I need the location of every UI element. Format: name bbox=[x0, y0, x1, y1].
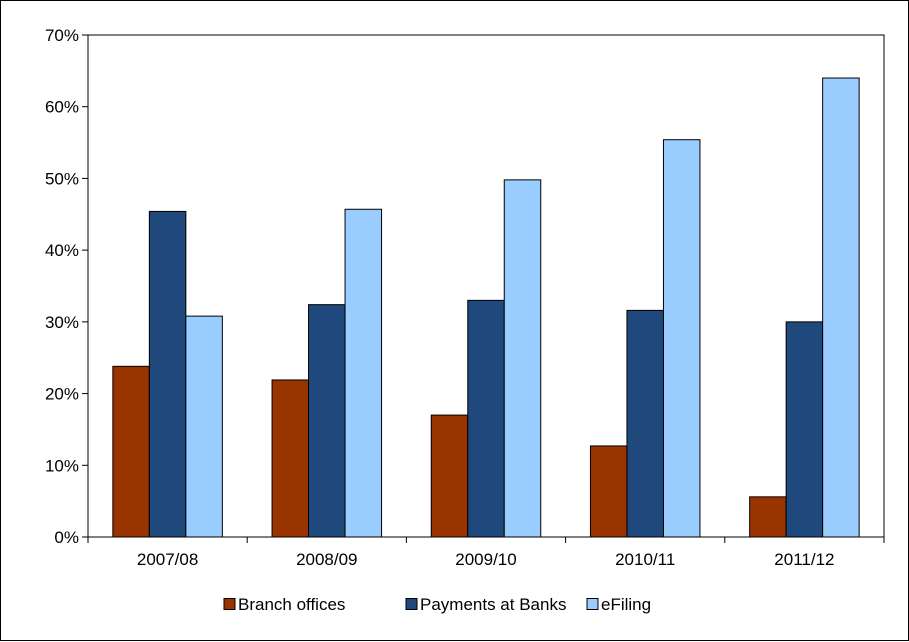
legend: Branch offices Payments at Banks eFiling bbox=[223, 595, 651, 614]
legend-swatch-branch-offices bbox=[223, 598, 236, 610]
y-tick-label: 10% bbox=[45, 456, 79, 475]
bar-payments-at-banks-2010-11 bbox=[626, 309, 664, 538]
bar-payments-at-banks-2007-08 bbox=[148, 210, 187, 538]
x-category-label: 2010/11 bbox=[615, 550, 675, 569]
bar-efiling-2011-12 bbox=[822, 77, 860, 538]
legend-label-efiling: eFiling bbox=[601, 595, 651, 614]
y-axis: 0% 10% 20% 30% 40% 50% 60% 70% bbox=[45, 26, 88, 547]
bar-branch-offices-2008-09 bbox=[271, 379, 310, 538]
x-category-label: 2009/10 bbox=[455, 550, 516, 569]
y-tick-label: 0% bbox=[54, 528, 79, 547]
y-tick-label: 40% bbox=[45, 241, 79, 260]
y-tick-label: 60% bbox=[45, 98, 79, 117]
legend-label-branch-offices: Branch offices bbox=[238, 595, 345, 614]
bar-branch-offices-2007-08 bbox=[112, 365, 150, 538]
bar-efiling-2007-08 bbox=[185, 315, 223, 538]
legend-label-payments-at-banks: Payments at Banks bbox=[420, 595, 566, 614]
x-axis: 2007/08 2008/09 2009/10 2010/11 2011/12 bbox=[87, 537, 885, 569]
bar-branch-offices-2009-10 bbox=[430, 414, 469, 538]
bar-payments-at-banks-2011-12 bbox=[785, 321, 824, 538]
x-category-label: 2007/08 bbox=[137, 550, 198, 569]
y-tick-label: 50% bbox=[45, 169, 79, 188]
bar-efiling-2010-11 bbox=[662, 139, 701, 538]
y-tick-label: 70% bbox=[45, 26, 79, 45]
legend-swatch-payments-at-banks bbox=[405, 598, 418, 610]
y-tick-label: 20% bbox=[45, 385, 79, 404]
x-category-label: 2008/09 bbox=[296, 550, 357, 569]
bars-group bbox=[112, 77, 860, 538]
bar-branch-offices-2011-12 bbox=[749, 496, 787, 538]
y-tick-label: 30% bbox=[45, 313, 79, 332]
legend-swatch-efiling bbox=[586, 598, 599, 610]
bar-payments-at-banks-2009-10 bbox=[467, 299, 505, 538]
bar-payments-at-banks-2008-09 bbox=[308, 304, 346, 538]
bar-efiling-2009-10 bbox=[503, 179, 542, 538]
bar-branch-offices-2010-11 bbox=[589, 445, 628, 538]
x-category-label: 2011/12 bbox=[774, 550, 834, 569]
bar-efiling-2008-09 bbox=[344, 208, 383, 538]
